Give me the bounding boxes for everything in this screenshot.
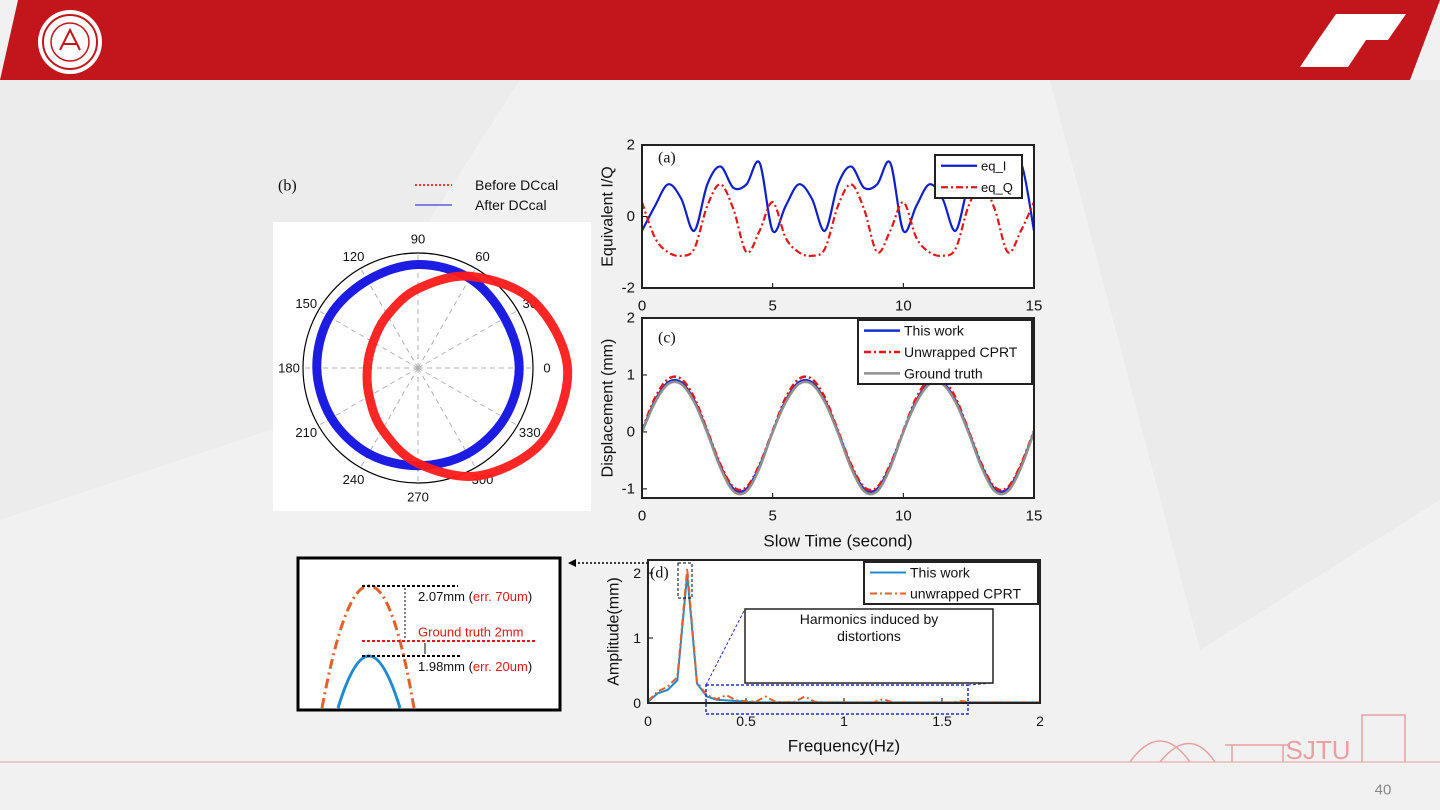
logo xyxy=(38,10,102,74)
y-tick-label: 2 xyxy=(627,310,635,327)
x-tick-label: 15 xyxy=(1026,508,1043,525)
inset-text: 1.98mm ( xyxy=(418,659,474,674)
legend-label: eq_Q xyxy=(981,180,1013,195)
x-tick-label: 0 xyxy=(638,508,646,525)
panel-label: (c) xyxy=(658,330,676,347)
header-decoration xyxy=(1300,40,1366,67)
legend-label: Ground truth xyxy=(904,365,983,381)
inset-error: err. 70um xyxy=(473,589,528,604)
y-tick-label: 1 xyxy=(633,630,641,646)
header-bar xyxy=(0,0,1440,80)
angle-tick-label: 180 xyxy=(278,361,300,376)
logo-mark xyxy=(59,27,81,51)
peak-box xyxy=(677,562,693,599)
angle-grid-line xyxy=(318,310,419,369)
inset-error: err. 20um xyxy=(473,659,528,674)
plot-frame xyxy=(641,317,1035,499)
y-axis-label: Displacement (mm) xyxy=(600,339,617,478)
y-tick-label: 0 xyxy=(633,695,641,711)
angle-grid-line xyxy=(417,367,476,468)
series-line xyxy=(642,183,1034,258)
footer-logo-text: SJTU xyxy=(1286,735,1351,765)
zoom-box xyxy=(705,684,969,715)
inset-text: 2.07mm ( xyxy=(418,589,474,604)
logo-ring xyxy=(50,22,90,62)
x-tick-label: 1 xyxy=(840,713,848,729)
x-tick-label: 15 xyxy=(1026,298,1043,315)
y-axis-label: Amplitude(mm) xyxy=(606,577,623,685)
x-axis-label: Frequency(Hz) xyxy=(788,737,900,756)
angle-tick-label: 270 xyxy=(407,490,429,505)
x-tick-label: 0 xyxy=(638,298,646,315)
angle-grid-line xyxy=(360,367,419,468)
series-line xyxy=(642,380,1034,496)
inset-reference-label: Ground truth 2mm xyxy=(418,625,524,640)
legend-label: eq_I xyxy=(981,158,1006,173)
inset-lower-label: 1.98mm (err. 20um) xyxy=(418,659,532,674)
x-tick-label: 0 xyxy=(644,713,652,729)
x-tick-label: 5 xyxy=(768,508,776,525)
x-tick-label: 10 xyxy=(895,298,912,315)
y-tick-label: 0 xyxy=(627,423,635,440)
angle-grid-line xyxy=(417,268,476,369)
angle-tick-label: 0 xyxy=(543,361,550,376)
angle-tick-label: 120 xyxy=(343,249,365,264)
panel-label: (d) xyxy=(650,565,669,582)
legend-label: After DCcal xyxy=(475,197,547,213)
bg-shape xyxy=(1050,80,1440,650)
y-tick-label: -2 xyxy=(622,280,635,297)
legend-label: unwrapped CPRT xyxy=(910,586,1021,602)
x-tick-label: 5 xyxy=(768,298,776,315)
annotation-holder: Harmonics induced by distortions xyxy=(799,611,939,644)
inset-upper-label: 2.07mm (err. 70um) xyxy=(418,589,532,604)
angle-tick-label: 210 xyxy=(295,425,317,440)
annotation: Harmonics induced by distortions xyxy=(799,611,939,644)
x-axis-label: Slow Time (second) xyxy=(763,532,912,551)
y-tick-label: -1 xyxy=(622,480,635,497)
polar-trace xyxy=(362,271,573,481)
angle-tick-label: 90 xyxy=(411,232,425,247)
panel-label: (a) xyxy=(658,150,676,167)
zoom-connector xyxy=(705,608,746,686)
page-number: 40 xyxy=(1375,782,1392,799)
legend-box xyxy=(863,561,1039,605)
logo-ring xyxy=(42,14,98,70)
angle-tick-label: 240 xyxy=(343,472,365,487)
pointer-arrowhead xyxy=(568,559,576,567)
legend-label: This work xyxy=(910,565,971,581)
y-tick-label: 0 xyxy=(627,208,635,225)
y-tick-label: 1 xyxy=(627,366,635,383)
angle-grid-line xyxy=(417,367,518,426)
angle-grid-line xyxy=(417,310,518,369)
y-tick-label: 2 xyxy=(627,137,635,154)
annotation-box xyxy=(744,608,994,684)
y-tick-label: 2 xyxy=(633,565,641,581)
plot-frame xyxy=(647,559,1041,704)
bg-shape xyxy=(0,80,520,520)
x-tick-label: 2 xyxy=(1036,713,1044,729)
inset-text: ) xyxy=(528,659,532,674)
plot-frame xyxy=(641,144,1035,289)
x-tick-label: 1.5 xyxy=(932,713,952,729)
angle-tick-label: 150 xyxy=(295,296,317,311)
legend-box xyxy=(934,154,1023,199)
polar-outer-ring xyxy=(302,252,534,484)
inset-text: ) xyxy=(528,589,532,604)
legend-label: Before DCcal xyxy=(475,177,558,193)
legend-label: This work xyxy=(904,323,965,339)
zoom-inset xyxy=(296,556,562,712)
angle-tick-label: 330 xyxy=(519,425,541,440)
y-axis-label: Equivalent I/Q xyxy=(600,166,617,267)
x-tick-label: 0.5 xyxy=(736,713,756,729)
header-decoration xyxy=(1318,14,1406,40)
angle-tick-label: 60 xyxy=(475,249,489,264)
legend-label: Unwrapped CPRT xyxy=(904,344,1018,360)
x-tick-label: 10 xyxy=(895,508,912,525)
panel-label: (b) xyxy=(278,178,297,195)
footer-logo-art xyxy=(1129,714,1406,763)
